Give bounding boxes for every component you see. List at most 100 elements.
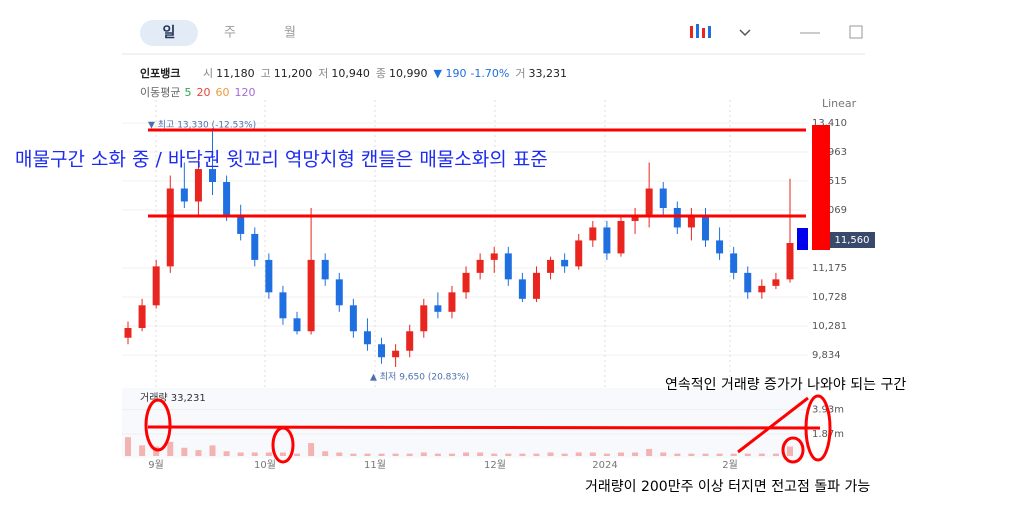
candle-body	[589, 227, 597, 241]
field-label: 시	[203, 67, 213, 80]
x-tick-label: 9월	[148, 459, 164, 471]
candle-body	[223, 182, 231, 215]
field-value: 11,180	[216, 67, 255, 80]
candle-body	[138, 305, 146, 329]
candle-body	[152, 266, 160, 306]
candle-body	[321, 259, 329, 280]
volume-bar	[505, 453, 512, 456]
volume-bar	[139, 445, 146, 456]
y-tick-label: 10,728	[812, 292, 847, 303]
candle-body	[180, 188, 188, 202]
volume-bar	[646, 448, 653, 456]
expand-icon[interactable]	[849, 25, 863, 39]
x-tick-label: 12월	[484, 459, 506, 471]
candle-body	[265, 259, 273, 293]
y-tick-label: 13,410	[812, 118, 847, 129]
tab[interactable]: 일	[163, 25, 176, 41]
candle-body	[730, 253, 738, 273]
volume-bar	[406, 453, 413, 456]
candle-body	[687, 214, 695, 228]
volume-bar	[561, 453, 568, 456]
volume-bar	[265, 452, 272, 456]
volume-line	[147, 425, 821, 430]
dropdown-icon[interactable]	[739, 29, 751, 37]
candle-body	[758, 285, 766, 293]
candle-body	[406, 331, 414, 351]
breakout-note: 거래량이 200만주 이상 터지면 전고점 돌파 가능	[585, 479, 870, 495]
volume-bar	[744, 453, 751, 456]
volume-bar	[617, 452, 624, 456]
volume-bar	[322, 451, 329, 456]
field-value: 33,231	[529, 67, 568, 80]
volume-bar	[125, 437, 131, 456]
field-value: 10,940	[331, 67, 370, 80]
volume-bar	[547, 452, 554, 456]
candle-body	[561, 259, 569, 267]
candle-body	[504, 253, 512, 280]
ma-label: 이동평균	[140, 86, 180, 99]
volume-bar	[420, 452, 427, 456]
candle-body	[744, 272, 752, 293]
tab[interactable]: 월	[284, 26, 296, 41]
volume-bar	[632, 452, 639, 456]
y-tick-label: 9,834	[812, 350, 841, 361]
candle-body	[448, 292, 456, 312]
volume-bar	[294, 453, 301, 456]
candle-body	[462, 272, 470, 293]
volume-bar	[702, 453, 709, 456]
marker-box	[797, 228, 808, 250]
volume-bar	[279, 452, 286, 456]
candle-body	[701, 214, 709, 241]
candle-body	[659, 188, 667, 208]
ma-period: 5	[184, 86, 191, 99]
candle-body	[673, 207, 681, 228]
volume-bar	[223, 451, 230, 456]
chart-type-icon[interactable]	[690, 24, 711, 38]
volume-bar	[477, 452, 484, 456]
volume-bar	[167, 441, 174, 456]
price-tag-text: 11,560	[835, 235, 870, 246]
volume-bar	[308, 443, 315, 456]
volume-bar	[336, 452, 343, 456]
change-pct: -1.70%	[470, 67, 509, 80]
arrow	[737, 396, 809, 454]
stock-name: 인포뱅크	[140, 66, 180, 80]
target-bar	[812, 125, 830, 250]
candle-body	[194, 169, 202, 202]
volume-bar	[772, 453, 779, 456]
candle-body	[532, 272, 540, 299]
volume-bar	[463, 452, 470, 456]
tab[interactable]: 주	[224, 26, 236, 41]
volume-label: 거래량 33,231	[140, 392, 206, 404]
candle-body	[251, 233, 259, 260]
volume-bar	[181, 447, 188, 456]
y-tick-label: 11,175	[812, 263, 847, 274]
volume-bar	[448, 453, 455, 456]
volume-circle	[271, 426, 295, 464]
volume-bar	[251, 452, 258, 456]
candle-body	[645, 188, 653, 215]
ma-period: 120	[234, 86, 255, 99]
candle-body	[490, 253, 498, 260]
candle-body	[392, 350, 400, 358]
volume-bar	[519, 453, 526, 456]
volume-bar	[378, 453, 385, 456]
candle-body	[124, 328, 132, 338]
price-tag	[830, 232, 875, 248]
candle-body	[209, 169, 217, 183]
candle-body	[772, 279, 780, 286]
volume-note: 연속적인 거래량 증가가 나와야 되는 구간	[665, 377, 906, 393]
x-tick-label: 11월	[364, 459, 386, 471]
scale-label: Linear	[822, 97, 857, 110]
volume-bar	[364, 453, 371, 456]
candle-body	[307, 259, 315, 332]
volume-bar	[758, 453, 765, 456]
high-label: ▼ 최고 13,330 (-12.53%)	[148, 120, 256, 131]
candle-body	[617, 220, 625, 254]
volume-bar	[209, 445, 216, 456]
volume-bar	[674, 453, 681, 456]
volume-bar	[491, 453, 498, 456]
candle-body	[434, 305, 442, 312]
candle-body	[603, 227, 611, 254]
